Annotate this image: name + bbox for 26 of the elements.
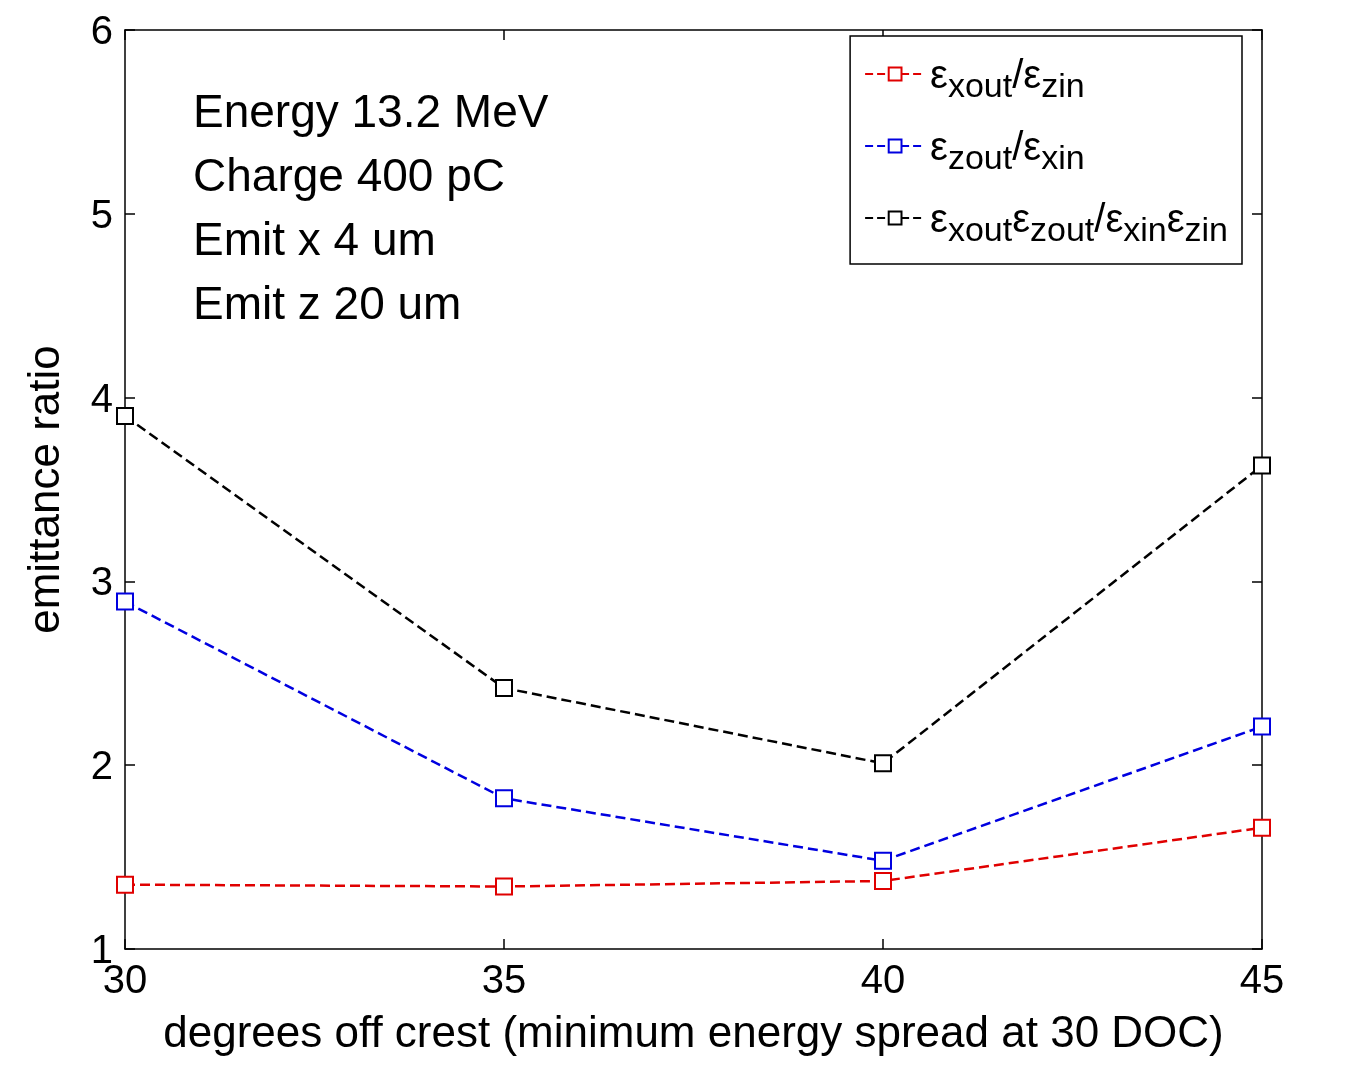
point	[116, 875, 134, 894]
annotation: Emit z 20 um	[193, 277, 462, 329]
point	[116, 592, 134, 611]
x-tick-label: 40	[860, 957, 906, 1001]
point	[874, 754, 892, 773]
point	[1253, 456, 1271, 475]
point	[874, 871, 892, 890]
y-axis-title: emittance ratio	[18, 345, 68, 634]
annotation: Charge 400 pC	[193, 149, 505, 201]
y-tick-label: 4	[90, 375, 113, 420]
y-tick-label: 6	[90, 8, 113, 52]
x-tick-label: 45	[1239, 957, 1285, 1001]
annotation: Energy 13.2 MeV	[193, 85, 549, 137]
point	[1253, 818, 1271, 837]
annotation: Emit x 4 um	[193, 213, 436, 265]
point	[116, 406, 134, 425]
y-tick-label: 2	[90, 743, 113, 788]
x-tick-label: 35	[481, 957, 527, 1001]
point	[495, 679, 513, 697]
point	[495, 789, 513, 808]
y-tick-label: 3	[90, 559, 113, 604]
point	[874, 851, 892, 870]
x-axis-title: degrees off crest (minimum energy spread at 30 DOC)	[163, 1006, 1224, 1056]
point	[1253, 717, 1271, 736]
y-tick-label: 5	[90, 191, 113, 236]
point	[495, 877, 513, 896]
